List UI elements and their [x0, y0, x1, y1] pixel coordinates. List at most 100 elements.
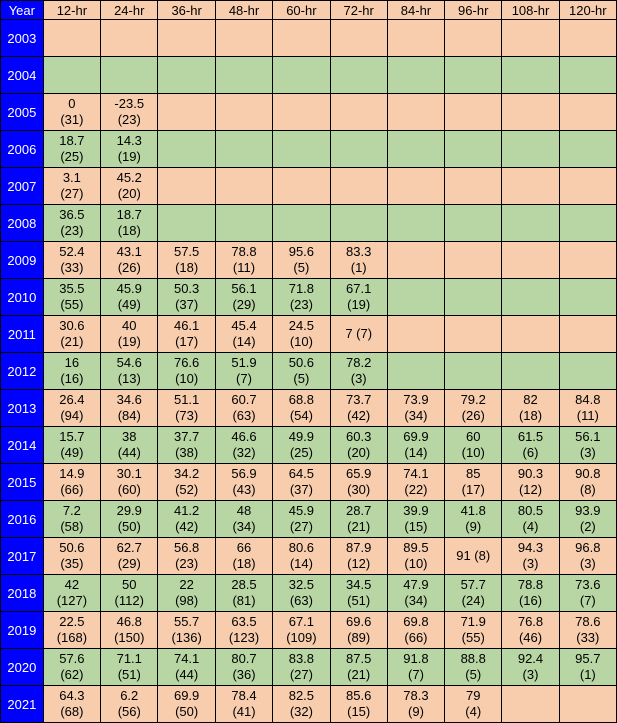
data-cell — [101, 20, 158, 57]
data-cell: 41.2(42) — [158, 501, 215, 538]
table-row: 20167.2(58)29.9(50)41.2(42)48(34)45.9(27… — [1, 501, 617, 538]
data-cell — [445, 205, 502, 242]
data-cell: 35.5(55) — [43, 279, 100, 316]
data-cell: 57.5(18) — [158, 242, 215, 279]
data-cell: 28.5(81) — [215, 575, 272, 612]
data-cell: 18.7(18) — [101, 205, 158, 242]
data-cell — [330, 57, 387, 94]
year-cell: 2014 — [1, 427, 44, 464]
data-cell — [330, 168, 387, 205]
data-cell: 49.9(25) — [273, 427, 330, 464]
data-cell: 82.5(32) — [273, 686, 330, 723]
data-cell: 78.2(3) — [330, 353, 387, 390]
data-cell: 71.9(55) — [445, 612, 502, 649]
table-row: 200618.7(25)14.3(19) — [1, 131, 617, 168]
data-cell: 85.6(15) — [330, 686, 387, 723]
data-cell: 55.7(136) — [158, 612, 215, 649]
table-row: 20050(31)-23.5(23) — [1, 94, 617, 131]
data-cell: 46.6(32) — [215, 427, 272, 464]
data-cell: -23.5(23) — [101, 94, 158, 131]
data-cell: 46.8(150) — [101, 612, 158, 649]
data-cell: 63.5(123) — [215, 612, 272, 649]
table-body: 2003200420050(31)-23.5(23)200618.7(25)14… — [1, 20, 617, 723]
data-cell: 69.9(50) — [158, 686, 215, 723]
data-cell: 80.7(36) — [215, 649, 272, 686]
data-cell — [387, 168, 444, 205]
year-cell: 2005 — [1, 94, 44, 131]
data-cell: 14.3(19) — [101, 131, 158, 168]
data-cell: 0(31) — [43, 94, 100, 131]
data-cell — [158, 57, 215, 94]
data-cell: 14.9(66) — [43, 464, 100, 501]
data-cell — [445, 168, 502, 205]
data-cell: 34.5(51) — [330, 575, 387, 612]
data-cell — [387, 242, 444, 279]
data-cell: 80.6(14) — [273, 538, 330, 575]
table-row: 200836.5(23)18.7(18) — [1, 205, 617, 242]
data-cell — [445, 353, 502, 390]
data-cell: 34.2(52) — [158, 464, 215, 501]
header-row: Year12-hr24-hr36-hr48-hr60-hr72-hr84-hr9… — [1, 1, 617, 20]
column-header-9: 120-hr — [559, 1, 616, 20]
year-cell: 2015 — [1, 464, 44, 501]
data-cell — [559, 205, 616, 242]
year-cell: 2017 — [1, 538, 44, 575]
data-cell — [330, 205, 387, 242]
data-cell: 50.3(37) — [158, 279, 215, 316]
data-cell — [387, 353, 444, 390]
year-cell: 2008 — [1, 205, 44, 242]
data-cell: 65.9(30) — [330, 464, 387, 501]
data-cell — [158, 168, 215, 205]
data-cell — [559, 316, 616, 353]
data-cell — [101, 57, 158, 94]
data-cell — [330, 94, 387, 131]
year-cell: 2016 — [1, 501, 44, 538]
data-cell: 95.7(1) — [559, 649, 616, 686]
data-cell — [158, 94, 215, 131]
data-cell: 68.8(54) — [273, 390, 330, 427]
data-cell: 90.3(12) — [502, 464, 559, 501]
data-cell: 16(16) — [43, 353, 100, 390]
data-cell: 93.9(2) — [559, 501, 616, 538]
data-cell: 34.6(84) — [101, 390, 158, 427]
year-cell: 2010 — [1, 279, 44, 316]
data-cell: 69.8(66) — [387, 612, 444, 649]
data-cell: 79.2(26) — [445, 390, 502, 427]
data-cell: 7.2(58) — [43, 501, 100, 538]
table-row: 2003 — [1, 20, 617, 57]
year-cell: 2019 — [1, 612, 44, 649]
table-row: 200952.4(33)43.1(26)57.5(18)78.8(11)95.6… — [1, 242, 617, 279]
data-cell: 60(10) — [445, 427, 502, 464]
table-row: 20073.1(27)45.2(20) — [1, 168, 617, 205]
data-cell — [43, 20, 100, 57]
data-cell — [502, 57, 559, 94]
data-cell: 51.9(7) — [215, 353, 272, 390]
data-cell — [445, 242, 502, 279]
data-cell: 28.7(21) — [330, 501, 387, 538]
column-header-3: 48-hr — [215, 1, 272, 20]
data-cell: 74.1(22) — [387, 464, 444, 501]
data-cell — [273, 131, 330, 168]
data-cell: 38(44) — [101, 427, 158, 464]
data-cell — [502, 131, 559, 168]
data-cell: 89.5(10) — [387, 538, 444, 575]
data-cell: 69.6(89) — [330, 612, 387, 649]
data-cell — [502, 94, 559, 131]
data-cell — [559, 353, 616, 390]
data-cell: 84.8(11) — [559, 390, 616, 427]
data-cell — [502, 686, 559, 723]
data-cell: 73.7(42) — [330, 390, 387, 427]
data-cell — [215, 205, 272, 242]
data-cell — [559, 686, 616, 723]
data-cell: 64.3(68) — [43, 686, 100, 723]
column-header-1: 24-hr — [101, 1, 158, 20]
data-cell: 32.5(63) — [273, 575, 330, 612]
data-cell: 50.6(35) — [43, 538, 100, 575]
year-cell: 2011 — [1, 316, 44, 353]
data-cell: 91 (8) — [445, 538, 502, 575]
data-cell — [387, 94, 444, 131]
data-cell: 60.3(20) — [330, 427, 387, 464]
data-cell: 56.8(23) — [158, 538, 215, 575]
data-cell: 78.6(33) — [559, 612, 616, 649]
data-cell — [502, 353, 559, 390]
